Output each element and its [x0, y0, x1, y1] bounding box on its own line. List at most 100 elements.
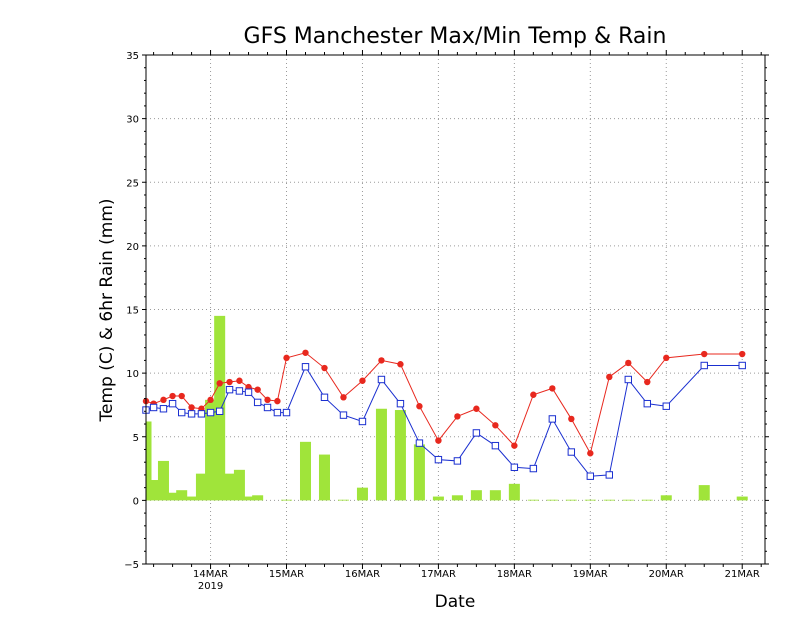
min-temp-point [187, 410, 196, 418]
max-temp-point [207, 396, 214, 404]
rain-bar [698, 485, 710, 501]
rain-bar [527, 499, 539, 501]
rain-bar [281, 499, 293, 501]
max-temp-point [359, 377, 366, 384]
rain-bars [146, 315, 748, 501]
rain-bar [157, 460, 169, 501]
rain-bar [252, 495, 264, 501]
max-temp-point [530, 391, 537, 398]
min-temp-point [472, 429, 481, 437]
min-temp-point [235, 387, 244, 395]
y-tick-label: 15 [126, 306, 139, 317]
rain-bar [736, 496, 748, 501]
max-temp-point [216, 380, 223, 387]
max-temp-point [568, 415, 575, 423]
min-temp-point [700, 361, 708, 370]
max-temp-point [701, 350, 708, 358]
max-temp-point [739, 350, 746, 358]
rain-bar [299, 441, 312, 501]
max-temp-point [340, 394, 347, 401]
max-temp-point [473, 405, 480, 412]
min-temp-point [510, 463, 519, 471]
max-temp-point [587, 450, 594, 457]
min-temp-point [273, 408, 282, 417]
max-temp-point [492, 422, 499, 429]
min-temp-point [168, 399, 177, 408]
rain-bar [603, 499, 615, 501]
max-temp-point [397, 361, 404, 368]
x-tick-label: 15MAR [269, 569, 304, 580]
min-temp-point [377, 375, 386, 384]
max-temp-point [226, 378, 233, 386]
max-temp-point [663, 354, 670, 362]
rain-bar [186, 496, 198, 501]
min-temp-point [738, 361, 746, 370]
max-temp-point [625, 359, 632, 367]
rain-bar [146, 421, 152, 501]
max-temp-point [378, 357, 385, 364]
min-temp-point [624, 375, 632, 384]
min-temp-point [415, 439, 424, 447]
min-temp-point [339, 411, 348, 419]
max-temp-point [283, 354, 290, 362]
max-temp-point [549, 385, 556, 392]
min-temp-point [244, 388, 253, 396]
x-tick-label: 20MAR [649, 569, 684, 580]
min-temp-point [358, 417, 367, 426]
rain-bar [167, 492, 179, 501]
max-temp-point [606, 373, 613, 381]
y-tick-label: 20 [126, 242, 139, 253]
max-temp-point [178, 392, 185, 400]
max-temp-point [454, 413, 461, 420]
x-tick-sublabel: 2019 [198, 581, 223, 592]
rain-bar [641, 499, 653, 501]
min-temp-point [320, 393, 329, 402]
rain-bar [470, 490, 482, 501]
rain-bar [233, 469, 245, 501]
min-temp-point [662, 402, 670, 410]
chart-title: GFS Manchester Max/Min Temp & Rain [244, 24, 667, 49]
x-tick-label: 21MAR [725, 569, 760, 580]
rain-bar [205, 399, 217, 501]
min-temp-point [567, 448, 576, 456]
y-axis-title: Temp (C) & 6hr Rain (mm) [97, 198, 117, 422]
min-temp-point [263, 403, 272, 412]
y-tick-label: 10 [126, 369, 139, 380]
min-temp-point [548, 415, 557, 423]
y-tick-label: 5 [133, 433, 139, 444]
rain-bar [224, 473, 236, 501]
max-temp-point [236, 377, 243, 384]
min-temp-point [453, 457, 462, 465]
rain-bar [148, 480, 160, 501]
rain-bar [243, 496, 255, 501]
rain-bar [508, 483, 520, 501]
min-temp-point [225, 385, 234, 394]
min-temp-point [643, 399, 651, 408]
min-temp-point [177, 408, 186, 417]
max-temp-point [435, 437, 442, 444]
y-tick-label: 0 [133, 496, 139, 507]
y-tick-label: −5 [124, 560, 139, 571]
y-tick-label: 35 [126, 51, 139, 62]
x-tick-label: 14MAR [193, 569, 228, 580]
x-tick-label: 18MAR [497, 569, 532, 580]
rain-bar [356, 487, 368, 501]
rain-bar [451, 495, 463, 501]
rain-bar [584, 499, 596, 501]
rain-bar [318, 454, 330, 501]
max-temp-point [321, 364, 328, 372]
max-temp-point [511, 442, 518, 449]
rain-bar [337, 499, 349, 501]
min-temp-point [215, 407, 224, 416]
rain-bar [432, 496, 444, 501]
rain-bar [176, 490, 188, 501]
rain-bar [622, 499, 634, 501]
max-temp-point [169, 392, 176, 400]
max-temp-point [416, 403, 423, 410]
min-temp-point [396, 399, 405, 408]
min-temp-point [491, 441, 500, 450]
rain-bar [375, 408, 387, 501]
min-temp-point [529, 464, 538, 473]
